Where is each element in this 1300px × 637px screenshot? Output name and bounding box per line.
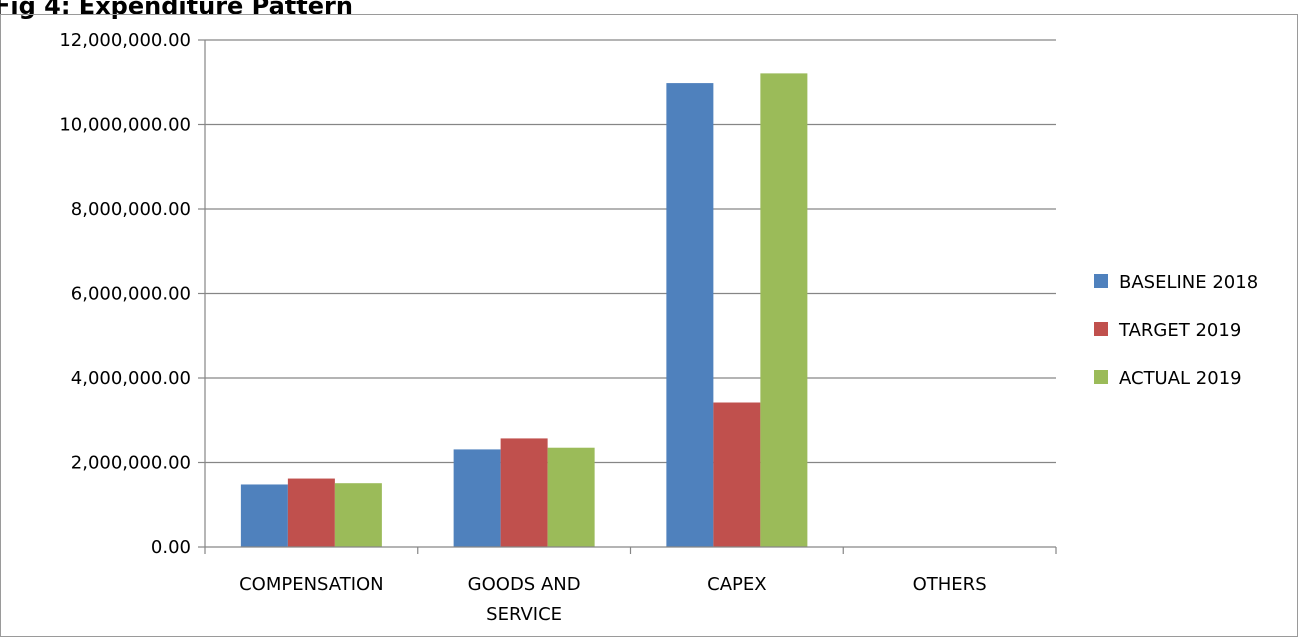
y-tick-label: 2,000,000.00 (71, 453, 191, 474)
page-title: Fig 4: Expenditure Pattern (0, 0, 353, 20)
legend-label: TARGET 2019 (1118, 320, 1241, 341)
y-tick-label: 4,000,000.00 (71, 368, 191, 389)
axes (198, 39, 1057, 554)
x-category-label: CAPEX (707, 574, 766, 595)
bar (760, 73, 808, 547)
bar (453, 449, 501, 547)
legend-label: ACTUAL 2019 (1119, 368, 1242, 389)
legend: BASELINE 2018 TARGET 2019 ACTUAL 2019 (1094, 272, 1258, 389)
x-category-label: COMPENSATION (239, 574, 384, 595)
bars (240, 73, 808, 547)
y-tick-label: 10,000,000.00 (59, 115, 191, 136)
bar (334, 483, 382, 547)
gridlines (205, 39, 1056, 464)
bar (666, 83, 714, 547)
bar (713, 402, 761, 547)
y-tick-label: 12,000,000.00 (59, 30, 191, 51)
y-tick-label: 6,000,000.00 (71, 284, 191, 305)
y-tick-label: 8,000,000.00 (71, 199, 191, 220)
bar (287, 478, 335, 547)
legend-label: BASELINE 2018 (1119, 272, 1258, 293)
legend-swatch (1094, 370, 1108, 384)
bar (240, 484, 288, 547)
legend-swatch (1094, 322, 1108, 336)
x-category-label: OTHERS (913, 574, 987, 595)
bar (500, 438, 548, 547)
x-category-labels: COMPENSATION GOODS AND SERVICE CAPEX OTHERS (239, 574, 987, 625)
x-category-label: GOODS AND (468, 574, 581, 595)
legend-swatch (1094, 274, 1108, 288)
x-category-label: SERVICE (486, 604, 562, 625)
y-tick-labels: 0.00 2,000,000.00 4,000,000.00 6,000,000.00… (59, 30, 191, 558)
bar (547, 447, 595, 547)
y-tick-label: 0.00 (151, 537, 191, 558)
